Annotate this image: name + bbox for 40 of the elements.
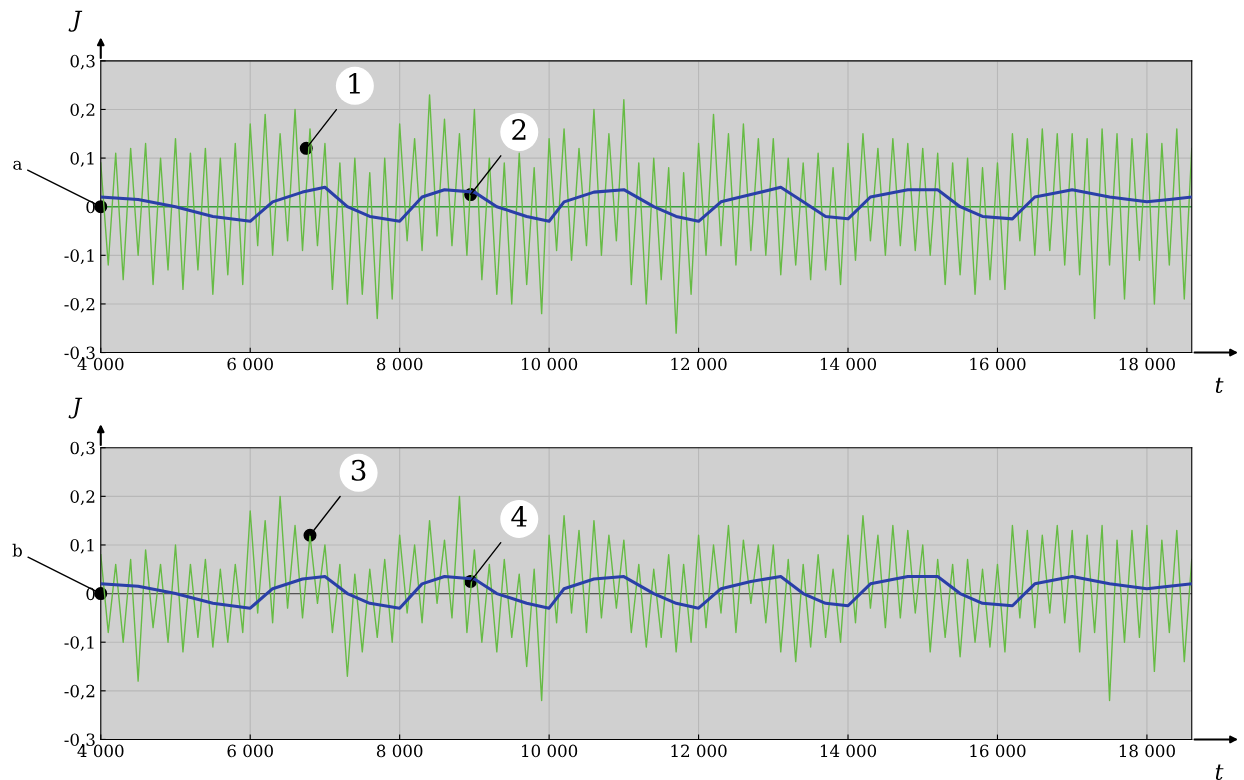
y-tick-label: -0,2: [64, 684, 95, 700]
x-tick-label: 18 000: [1119, 744, 1175, 758]
x-tick-label: 12 000: [671, 357, 727, 371]
x-tick-label: 10 000: [521, 357, 578, 371]
annotation: 3: [351, 459, 366, 481]
x-tick-label: 8 000: [376, 744, 423, 758]
x-tick-label: 12 000: [671, 744, 727, 758]
x-tick-label: 18 000: [1119, 357, 1175, 371]
y-tick-label: 0,1: [70, 538, 94, 554]
y-tick-label: -0,1: [64, 636, 94, 651]
annotation: a: [13, 160, 22, 170]
y-tick-label: 0,2: [70, 103, 95, 119]
annotation: 1: [349, 72, 360, 94]
y-tick-label: -0,2: [64, 297, 95, 313]
line-series: [100, 575, 1192, 610]
y-tick-label: -0,1: [64, 249, 94, 264]
x-tick-label: 14 000: [820, 357, 877, 371]
x-tick-label: 16 000: [970, 744, 1026, 758]
y-axis-title: J: [68, 397, 83, 419]
annotation: 2: [512, 119, 526, 140]
x-tick-label: 14 000: [820, 744, 877, 758]
y-axis-title: J: [68, 10, 83, 32]
line-series: [100, 185, 1192, 223]
x-tick-label: 8 000: [376, 357, 423, 371]
annotation: b: [12, 543, 22, 557]
y-tick-label: 0,2: [70, 490, 95, 505]
y-tick-label: 0: [86, 200, 95, 214]
x-tick-label: 10 000: [521, 744, 578, 758]
annotation: 4: [511, 505, 527, 527]
x-axis-title: t: [1215, 764, 1224, 780]
line-series: [100, 495, 1192, 702]
y-tick-label: 0,3: [70, 54, 95, 70]
y-tick-label: 0,3: [70, 441, 95, 457]
y-tick-label: 0,1: [70, 152, 94, 167]
x-tick-label: 6 000: [227, 744, 273, 758]
y-tick-label: 0: [86, 587, 95, 601]
x-axis-title: t: [1215, 377, 1224, 394]
x-tick-label: 16 000: [970, 357, 1026, 371]
x-tick-label: 6 000: [227, 357, 273, 371]
line-series: [100, 94, 1192, 334]
